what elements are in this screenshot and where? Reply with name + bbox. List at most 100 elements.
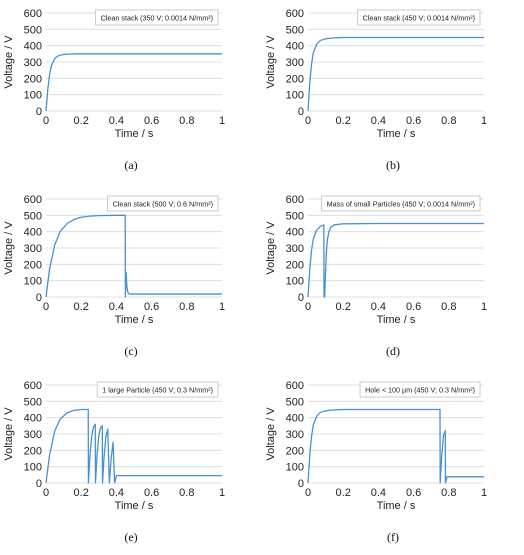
x-tick-label: 0.2: [74, 115, 89, 127]
voltage-series-line: [45, 53, 222, 112]
legend-label: Hole < 100 µm (450 V; 0.3 N/mm²): [365, 386, 475, 395]
x-tick-label: 0.2: [336, 115, 351, 127]
y-tick-label: 200: [286, 445, 304, 457]
y-tick-label: 100: [286, 462, 304, 474]
y-tick-label: 600: [286, 8, 304, 20]
x-tick-label: 0.4: [109, 301, 124, 313]
y-tick-label: 100: [286, 276, 304, 288]
panel-caption: (e): [124, 530, 137, 544]
y-axis-title: Voltage / V: [265, 407, 277, 461]
x-tick-label: 0.2: [74, 301, 89, 313]
legend-box: [107, 195, 219, 212]
y-tick-label: 600: [24, 8, 42, 20]
x-tick-label: 0: [43, 301, 49, 313]
x-tick-label: 0.4: [371, 487, 386, 499]
panel-caption: (f): [387, 530, 399, 544]
y-tick-label: 0: [298, 292, 304, 304]
chart-d: 0 100 200 300 400 500 600 0 0.2 0.4 0.6 0.8 1 Time / …: [265, 194, 487, 358]
y-tick-label: 600: [286, 194, 304, 206]
chart-legend: Mass of small Particles (450 V; 0.0014 N…: [321, 195, 481, 212]
panel-caption: (c): [124, 344, 137, 358]
x-tick-label: 0: [305, 301, 311, 313]
x-axis-title: Time / s: [115, 128, 154, 140]
y-tick-label: 300: [24, 57, 42, 69]
y-axis-title: Voltage / V: [265, 221, 277, 275]
x-axis-title: Time / s: [377, 128, 416, 140]
chart-legend: Clean stack (500 V; 0.6 N/mm²): [107, 195, 219, 212]
y-tick-label: 200: [24, 73, 42, 85]
chart-legend: Clean stack (350 V; 0.0014 N/mm²): [95, 9, 219, 26]
chart-f: 0 100 200 300 400 500 600 0 0.2 0.4 0.6 0.8 1 Time / …: [265, 380, 487, 544]
voltage-series-line: [45, 214, 222, 298]
x-tick-label: 0: [43, 115, 49, 127]
y-tick-label: 300: [24, 243, 42, 255]
y-axis-title: Voltage / V: [3, 407, 15, 461]
y-tick-label: 100: [24, 276, 42, 288]
legend-label: Clean stack (450 V; 0.0014 N/mm²): [363, 14, 475, 23]
legend-box: [357, 9, 481, 26]
chart-panel-d: 0 100 200 300 400 500 600 0 0.2 0.4 0.6 0.8 1 Time / …: [262, 186, 524, 369]
y-tick-label: 500: [24, 210, 42, 222]
y-tick-label: 200: [286, 259, 304, 271]
x-tick-label: 0.8: [179, 115, 194, 127]
y-tick-label: 100: [24, 462, 42, 474]
x-tick-label: 0.6: [406, 487, 421, 499]
x-tick-label: 0.4: [109, 487, 124, 499]
voltage-series-line: [307, 222, 484, 298]
y-tick-label: 0: [36, 106, 42, 118]
x-tick-label: 0.4: [371, 115, 386, 127]
y-tick-label: 400: [286, 227, 304, 239]
x-tick-label: 0.6: [144, 115, 159, 127]
legend-label: 1 large Particle (450 V; 0.3 N/mm²): [102, 386, 213, 395]
legend-box: [359, 381, 481, 398]
x-axis-title: Time / s: [377, 500, 416, 512]
chart-panel-a: 0 100 200 300 400 500 600 0 0.2 0.4 0.6 0.8 1 Time / …: [0, 0, 262, 183]
chart-a: 0 100 200 300 400 500 600 0 0.2 0.4 0.6 0.8 1 Time / …: [3, 8, 225, 172]
chart-panel-b: 0 100 200 300 400 500 600 0 0.2 0.4 0.6 0.8 1 Time / …: [262, 0, 524, 183]
x-tick-label: 0.8: [179, 487, 194, 499]
panel-caption: (b): [386, 158, 400, 172]
y-tick-label: 200: [24, 259, 42, 271]
y-tick-label: 400: [286, 41, 304, 53]
chart-panel-f: 0 100 200 300 400 500 600 0 0.2 0.4 0.6 0.8 1 Time / …: [262, 372, 524, 555]
x-tick-label: 1: [481, 301, 487, 313]
y-tick-label: 500: [24, 396, 42, 408]
x-axis-title: Time / s: [115, 314, 154, 326]
chart-c: 0 100 200 300 400 500 600 0 0.2 0.4 0.6 0.8 1 Time / …: [3, 194, 225, 358]
y-tick-label: 0: [36, 478, 42, 490]
legend-box: [95, 9, 219, 26]
y-tick-label: 0: [298, 106, 304, 118]
legend-label: Mass of small Particles (450 V; 0.0014 N…: [327, 200, 475, 209]
x-tick-label: 0.8: [179, 301, 194, 313]
y-axis-title: Voltage / V: [3, 221, 15, 275]
x-tick-label: 0.6: [406, 301, 421, 313]
y-tick-label: 400: [24, 413, 42, 425]
panel-caption: (a): [124, 158, 137, 172]
legend-label: Clean stack (500 V; 0.6 N/mm²): [113, 200, 213, 209]
chart-legend: Hole < 100 µm (450 V; 0.3 N/mm²): [359, 381, 481, 398]
y-tick-label: 600: [24, 380, 42, 392]
x-axis-title: Time / s: [377, 314, 416, 326]
x-tick-label: 0.2: [336, 487, 351, 499]
x-tick-label: 0: [305, 115, 311, 127]
y-tick-label: 0: [298, 478, 304, 490]
chart-b: 0 100 200 300 400 500 600 0 0.2 0.4 0.6 0.8 1 Time / …: [265, 8, 487, 172]
x-tick-label: 0.6: [406, 115, 421, 127]
y-tick-label: 0: [36, 292, 42, 304]
y-tick-label: 300: [286, 243, 304, 255]
chart-panel-e: 0 100 200 300 400 500 600 0 0.2 0.4 0.6 0.8 1 Time / …: [0, 372, 262, 555]
y-tick-label: 200: [286, 73, 304, 85]
x-axis-title: Time / s: [115, 500, 154, 512]
y-tick-label: 500: [24, 24, 42, 36]
x-tick-label: 0: [305, 487, 311, 499]
y-tick-label: 400: [24, 227, 42, 239]
chart-legend: 1 large Particle (450 V; 0.3 N/mm²): [96, 381, 219, 398]
legend-label: Clean stack (350 V; 0.0014 N/mm²): [101, 14, 213, 23]
x-tick-label: 0.4: [109, 115, 124, 127]
x-tick-label: 0.2: [74, 487, 89, 499]
x-tick-label: 1: [481, 487, 487, 499]
x-tick-label: 1: [481, 115, 487, 127]
panel-caption: (d): [386, 344, 400, 358]
y-tick-label: 400: [286, 413, 304, 425]
x-tick-label: 0.6: [144, 301, 159, 313]
